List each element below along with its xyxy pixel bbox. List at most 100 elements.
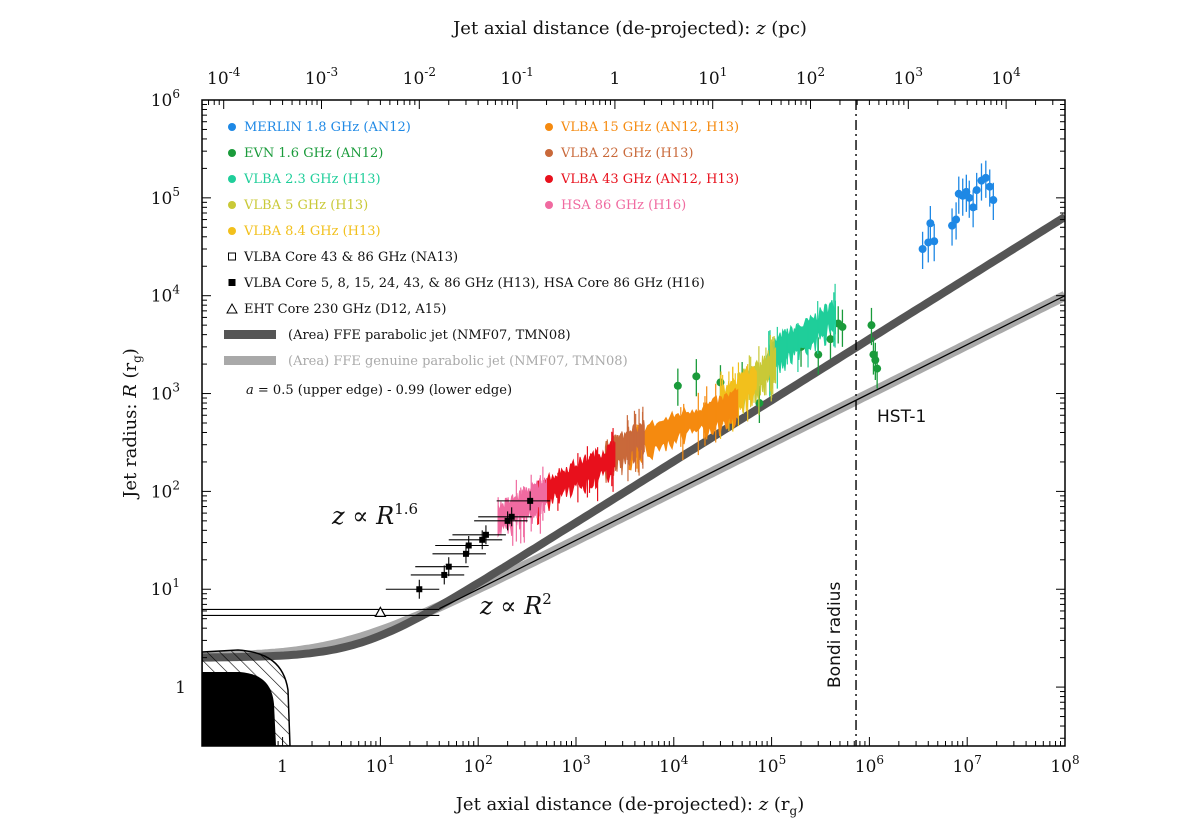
data-point <box>918 245 927 254</box>
band-fill <box>536 440 616 511</box>
legend-item: HSA 86 GHz (H16) <box>545 198 686 213</box>
tick-label: 105 <box>757 753 786 777</box>
core-square <box>465 542 472 549</box>
series-5 <box>628 383 739 473</box>
annotations: z ∝ R1.6 z ∝ R2 Bondi radius HST-1 <box>331 407 926 688</box>
series-7 <box>536 428 616 525</box>
legend-item: VLBA 2.3 GHz (H13) <box>228 172 381 187</box>
legend-open-square <box>228 252 236 261</box>
legend-label: EVN 1.6 GHz (AN12) <box>244 146 383 161</box>
legend-item: EHT Core 230 GHz (D12, A15) <box>226 302 446 317</box>
data-point <box>838 322 847 331</box>
legend-item: (Area) FFE parabolic jet (NMF07, TMN08) <box>224 328 571 343</box>
legend-band <box>224 330 276 339</box>
tick-label: 1 <box>609 69 620 89</box>
core-square <box>441 571 448 578</box>
annotation-z-r2: z ∝ R2 <box>479 590 552 620</box>
series-9 <box>385 491 551 599</box>
legend-label: VLBA 5 GHz (H13) <box>243 198 368 213</box>
core-square <box>482 531 489 538</box>
legend-label: VLBA 2.3 GHz (H13) <box>243 172 381 187</box>
eht-triangle <box>374 606 387 617</box>
core-square <box>479 536 486 543</box>
tick-label: 101 <box>151 576 180 600</box>
core-square <box>462 550 469 557</box>
legend-label: HSA 86 GHz (H16) <box>561 198 686 213</box>
plot-area <box>202 100 1065 746</box>
tick-label: 104 <box>659 753 689 777</box>
legend-dot <box>228 149 236 157</box>
legend-item: EVN 1.6 GHz (AN12) <box>228 146 383 161</box>
annotation-hst1: HST-1 <box>877 407 926 427</box>
core-square <box>508 513 515 520</box>
legend-filled-square <box>228 279 236 286</box>
annotation-z-r16: z ∝ R1.6 <box>331 500 418 530</box>
legend: MERLIN 1.8 GHz (AN12) EVN 1.6 GHz (AN12) V… <box>224 120 739 398</box>
data-point <box>981 173 990 182</box>
tick-label: 103 <box>561 753 590 777</box>
data-point <box>985 182 994 191</box>
tick-label: 104 <box>991 65 1021 89</box>
band-fill <box>497 477 547 538</box>
legend-label: VLBA 43 GHz (AN12, H13) <box>560 172 739 187</box>
tick-label: 10-2 <box>403 65 436 89</box>
tick-label: 108 <box>1050 753 1079 777</box>
core-square <box>527 497 534 504</box>
legend-label: (Area) FFE parabolic jet (NMF07, TMN08) <box>288 328 571 343</box>
z-r2-line <box>438 295 1065 610</box>
legend-label: VLBA 8.4 GHz (H13) <box>243 224 381 239</box>
ffe-parabolic-band <box>202 213 1065 662</box>
series-8 <box>497 466 547 546</box>
data-point <box>673 381 682 390</box>
tick-label: 10-4 <box>207 65 241 89</box>
tick-label: 10-1 <box>500 65 533 89</box>
legend-dot <box>228 175 236 183</box>
y-axis-title: Jet radius: R (rg) <box>120 348 144 500</box>
tick-label: 106 <box>855 753 884 777</box>
top-x-axis-title: Jet axial distance (de-projected): z (pc… <box>451 18 807 39</box>
tick-label: 101 <box>698 65 727 89</box>
tick-label: 104 <box>151 283 181 307</box>
legend-label: (Area) FFE genuine parabolic jet (NMF07,… <box>288 354 628 369</box>
core-square <box>504 517 511 524</box>
legend-label: VLBA 22 GHz (H13) <box>560 146 694 161</box>
legend-dot <box>228 201 236 209</box>
series-6 <box>604 406 645 483</box>
legend-item: (Area) FFE genuine parabolic jet (NMF07,… <box>224 354 628 369</box>
data-point <box>972 186 981 195</box>
tick-label: 105 <box>151 185 180 209</box>
legend-dot <box>228 227 236 235</box>
tick-label: 101 <box>366 753 395 777</box>
data-point <box>826 335 835 344</box>
legend-item: VLBA Core 5, 8, 15, 24, 43, & 86 GHz (H1… <box>228 276 705 291</box>
legend-dot <box>545 175 553 183</box>
ffe-genuine-parabolic-band <box>202 291 1065 662</box>
legend-dot <box>545 123 553 131</box>
data-point <box>952 215 961 224</box>
data-point <box>871 356 880 365</box>
axes: 1 101 102 103 104 105 106 107 108 10-4 10-3 10-2 10-… <box>120 18 1080 818</box>
legend-note: a = 0.5 (upper edge) - 0.99 (lower edge) <box>246 383 512 398</box>
legend-item: VLBA 15 GHz (AN12, H13) <box>545 120 739 135</box>
legend-label: VLBA Core 43 & 86 GHz (NA13) <box>243 250 458 265</box>
legend-dot <box>228 123 236 131</box>
black-hole <box>202 672 276 746</box>
tick-label: 102 <box>151 478 180 502</box>
tick-label: 106 <box>151 87 180 111</box>
data-point <box>969 203 978 212</box>
series-0 <box>918 160 998 269</box>
data-point <box>962 187 971 196</box>
annotation-bondi-radius: Bondi radius <box>825 582 845 688</box>
data-point <box>930 237 939 246</box>
data-point <box>926 219 935 228</box>
data-point <box>814 350 823 359</box>
data-point <box>989 196 998 205</box>
legend-item: MERLIN 1.8 GHz (AN12) <box>228 120 411 135</box>
legend-band <box>224 356 276 365</box>
legend-item: VLBA 22 GHz (H13) <box>545 146 694 161</box>
tick-label: 10-3 <box>305 65 338 89</box>
legend-label: VLBA 15 GHz (AN12, H13) <box>560 120 739 135</box>
legend-label: VLBA Core 5, 8, 15, 24, 43, & 86 GHz (H1… <box>243 276 705 291</box>
data-point <box>965 193 974 202</box>
